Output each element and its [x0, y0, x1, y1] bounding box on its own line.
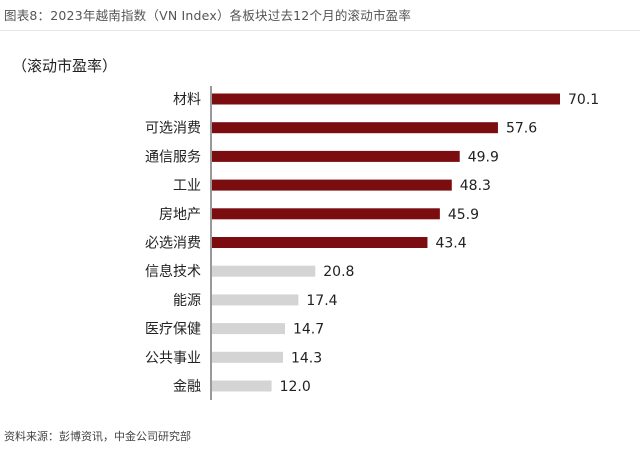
- bar: [212, 380, 272, 392]
- source-note: 资料来源：彭博资讯，中金公司研究部: [4, 430, 191, 443]
- value-label: 17.4: [306, 293, 337, 309]
- bar-chart: 材料 70.1 可选消费 57.6 通信服务 49.9 工业 48.3 房地产 45.9 必选消费 4…: [145, 86, 599, 400]
- bar: [212, 93, 560, 105]
- category-label: 公共事业: [145, 350, 201, 366]
- bar: [212, 265, 316, 277]
- value-label: 14.3: [291, 350, 322, 366]
- category-label: 能源: [173, 293, 201, 309]
- axis-unit-label: （滚动市盈率）: [12, 57, 118, 75]
- category-label: 可选消费: [145, 121, 201, 137]
- value-label: 12.0: [280, 379, 311, 395]
- category-label: 金融: [173, 379, 201, 395]
- title-divider: [0, 30, 640, 31]
- bar: [212, 122, 498, 134]
- bar: [212, 294, 299, 306]
- category-label: 房地产: [159, 207, 201, 223]
- category-label: 必选消费: [145, 236, 201, 252]
- bar: [212, 323, 285, 335]
- bar: [212, 237, 428, 248]
- value-label: 20.8: [323, 264, 354, 280]
- category-label: 材料: [173, 92, 201, 108]
- category-label: 通信服务: [145, 149, 201, 165]
- value-label: 49.9: [468, 149, 499, 165]
- category-label: 工业: [173, 178, 201, 194]
- value-label: 43.4: [435, 236, 466, 252]
- bar: [212, 150, 460, 162]
- category-label: 信息技术: [145, 263, 201, 280]
- figure-title: 图表8：2023年越南指数（VN Index）各板块过去12个月的滚动市盈率: [4, 8, 412, 23]
- bar: [212, 208, 440, 220]
- value-label: 48.3: [460, 178, 491, 194]
- value-label: 45.9: [448, 207, 479, 223]
- category-label: 医疗保健: [145, 322, 201, 338]
- value-label: 70.1: [568, 92, 599, 108]
- bar: [212, 351, 283, 363]
- value-label: 57.6: [506, 121, 537, 137]
- value-label: 14.7: [293, 322, 324, 338]
- bar: [212, 179, 452, 191]
